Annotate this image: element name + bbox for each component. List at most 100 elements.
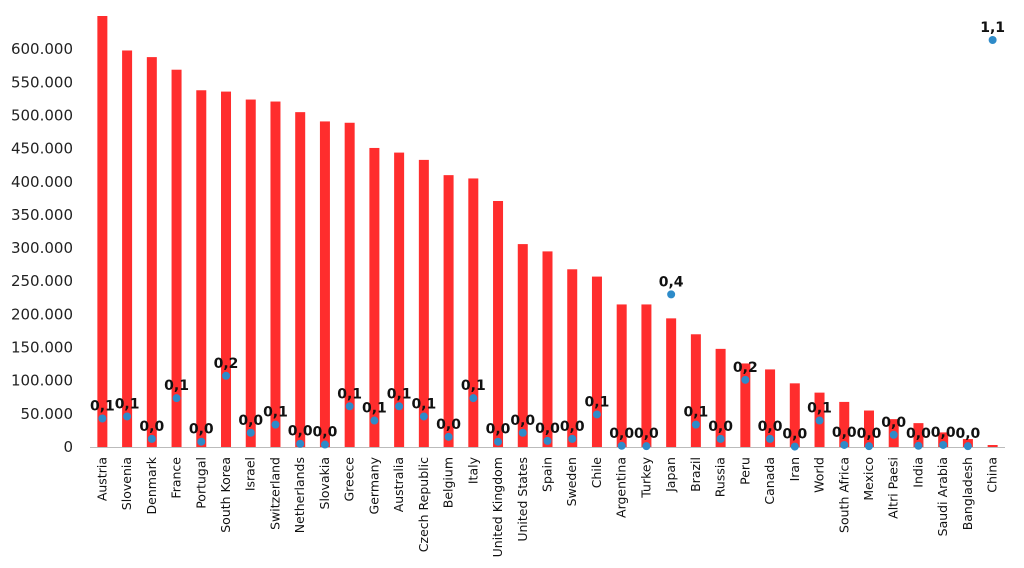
x-tick-label: Australia [391,457,406,512]
bar [765,369,776,447]
dot [444,432,453,441]
x-tick-label: South Africa [836,457,851,533]
dot [939,440,948,449]
dot [963,442,972,451]
x-tick-label: Greece [342,457,357,502]
bar [394,152,405,447]
data-label: 0,1 [411,396,436,412]
bar [221,91,232,448]
y-tick-label: 550.000 [11,73,73,91]
x-tick-label: Denmark [144,456,159,514]
dot [716,434,725,443]
x-tick-label: Slovenia [119,457,134,510]
x-tick-label: Sweden [564,457,579,506]
bar [789,383,800,447]
x-tick-label: Spain [540,457,555,492]
x-tick-label: Chile [589,457,604,489]
y-tick-label: 350.000 [11,206,73,224]
bar [146,57,157,447]
y-tick-label: 600.000 [11,40,73,58]
bar [839,401,850,447]
x-tick-label: Austria [94,457,109,501]
data-label: 0,1 [683,405,708,421]
data-label: 0,0 [955,426,980,442]
dot [172,394,181,403]
x-tick-label: Germany [366,456,381,514]
dot [864,442,873,451]
dot [222,371,231,380]
data-label: 0,0 [881,415,906,431]
x-tick-label: Argentina [614,457,629,518]
dot [988,36,997,44]
x-tick-label: France [169,457,184,499]
bar [245,99,256,447]
bar [443,175,454,447]
bar [270,101,281,447]
dot [889,430,898,439]
x-tick-label: Slovakia [317,457,332,509]
bar-series [97,16,998,448]
x-tick-label: Bangladesh [960,457,975,530]
data-label: 0,1 [387,386,412,402]
dot-series [98,36,997,451]
dot [469,394,478,403]
dot [246,428,255,437]
dot [320,440,329,449]
y-tick-label: 200.000 [11,305,73,323]
dot [592,410,601,419]
data-label: 0,0 [436,417,461,433]
bar [319,121,330,447]
data-label: 0,1 [115,396,140,412]
data-label: 0,1 [807,401,832,417]
x-tick-label: Canada [762,457,777,505]
data-label: 0,0 [139,419,164,435]
data-label: 0,2 [733,360,758,376]
data-label: 0,0 [486,422,511,438]
bar [591,276,602,447]
data-label: 0,0 [560,419,585,435]
dot [568,434,577,443]
bar [863,410,874,447]
data-label: 1,1 [980,20,1005,36]
x-tick-label: World [812,457,827,493]
x-tick-label: Czech Republic [416,457,431,552]
y-tick-label: 250.000 [11,272,73,290]
x-tick-label: Mexico [861,457,876,501]
bar [987,445,998,447]
data-label: 0,2 [214,356,239,372]
x-tick-label: Belgium [441,457,456,508]
dot [766,434,775,443]
bar [493,200,504,447]
data-label: 0,4 [659,274,684,290]
x-tick-label: Peru [737,457,752,485]
data-label: 0,0 [313,425,338,441]
data-label: 0,0 [510,413,535,429]
bar [567,269,578,447]
dot [370,416,379,425]
bar [418,159,429,447]
x-tick-label: Italy [465,456,480,484]
x-tick-label: Israel [243,457,258,491]
data-label: 0,0 [609,426,634,442]
bar [542,251,553,447]
data-label: 0,0 [634,426,659,442]
x-tick-label: China [985,457,1000,493]
bar [616,304,627,447]
bar [344,122,355,448]
x-tick-label: Saudi Arabia [935,457,950,536]
bar [641,304,652,447]
dot [642,442,651,451]
bar [369,147,380,447]
bar [938,432,949,447]
bar [690,334,701,447]
x-tick-label: United Kingdom [490,457,505,557]
data-label: 0,1 [164,378,189,394]
data-label: 0,0 [782,427,807,443]
dot [667,290,676,299]
data-label: 0,1 [585,394,610,410]
dot [494,437,503,446]
data-label: 0,0 [238,413,263,429]
x-tick-label: Altri Paesi [886,457,901,519]
dot [543,436,552,445]
